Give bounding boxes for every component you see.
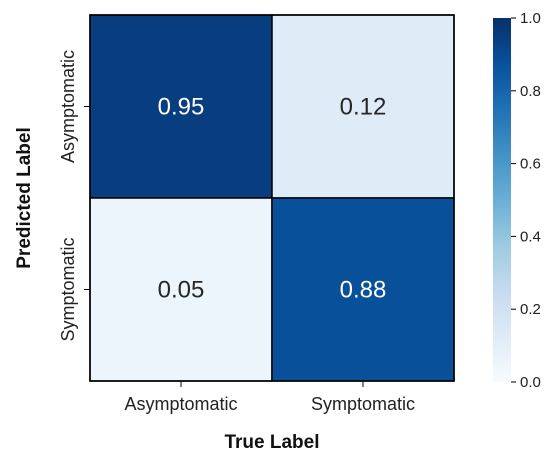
heatmap-cell [89,14,273,199]
plot-frame [89,14,455,382]
y-tick-label: Asymptomatic [58,50,78,163]
heatmap-cell [271,14,455,199]
y-tick-label: Symptomatic [58,237,78,341]
colorbar-tick-label: 0.2 [520,301,541,318]
heatmap-cell [89,197,273,382]
colorbar-ticks: 0.0 0.2 0.4 0.6 0.8 1.0 [511,10,541,391]
colorbar-tick-label: 1.0 [520,10,541,27]
colorbar-tick-label: 0.6 [520,156,541,173]
colorbar-tick-label: 0.0 [520,374,541,391]
colorbar-tick-label: 0.8 [520,83,541,100]
cell-value-label: 0.95 [158,94,205,121]
x-axis-ticks: Asymptomatic Symptomatic [124,381,415,414]
cell-value-label: 0.05 [158,277,205,304]
colorbar [493,18,511,382]
heatmap-cell [271,197,455,382]
colorbar-tick-label: 0.4 [520,228,541,245]
y-axis-ticks: Asymptomatic Symptomatic [58,50,90,342]
heatmap-cells: 0.95 0.12 0.05 0.88 [89,14,455,382]
cell-value-label: 0.88 [340,277,387,304]
cell-value-label: 0.12 [340,94,387,121]
x-axis-title: True Label [224,432,319,453]
y-axis-title: Predicted Label [14,127,35,269]
x-tick-label: Symptomatic [311,394,415,414]
x-tick-label: Asymptomatic [124,394,237,414]
